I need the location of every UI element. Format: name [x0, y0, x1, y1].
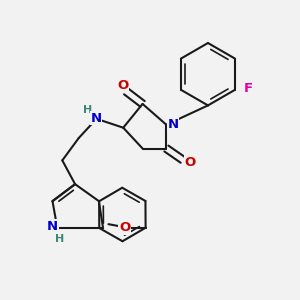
Text: H: H [83, 106, 92, 116]
Text: O: O [119, 221, 130, 234]
Text: F: F [244, 82, 253, 95]
Text: O: O [184, 156, 196, 169]
Text: N: N [47, 220, 58, 233]
Text: H: H [55, 234, 64, 244]
Text: O: O [117, 79, 128, 92]
Text: N: N [167, 118, 178, 131]
Text: N: N [90, 112, 101, 125]
